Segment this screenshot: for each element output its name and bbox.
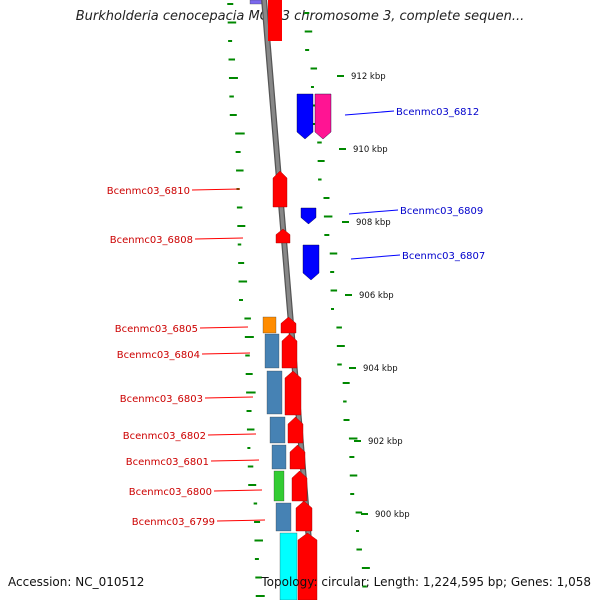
gene-label-reverse: Bcenmc03_6805 bbox=[115, 324, 198, 335]
gene-label-reverse: Bcenmc03_6800 bbox=[129, 487, 212, 498]
forward-gene bbox=[300, 207, 317, 225]
gene-label-forward: Bcenmc03_6809 bbox=[400, 206, 483, 217]
reverse-gene bbox=[289, 444, 306, 470]
reverse-gene bbox=[284, 370, 302, 416]
label-leader-line bbox=[348, 209, 399, 215]
label-leader-line bbox=[210, 459, 260, 462]
map-title: Burkholderia cenocepacia MC0-3 chromosom… bbox=[75, 9, 525, 24]
gc-content-track bbox=[227, 3, 370, 597]
tick-label: 900 kbp bbox=[375, 510, 410, 520]
gene-label-reverse: Bcenmc03_6808 bbox=[110, 235, 193, 246]
reverse-gene bbox=[281, 333, 298, 369]
label-leader-line bbox=[204, 396, 254, 399]
gene-label-reverse: Bcenmc03_6803 bbox=[120, 394, 203, 405]
reverse-gene bbox=[287, 416, 304, 444]
gene-label-reverse: Bcenmc03_6802 bbox=[123, 431, 206, 442]
gene-label-forward: Bcenmc03_6807 bbox=[402, 251, 485, 262]
gene-labels: Bcenmc03_6810 Bcenmc03_6808 Bcenmc03_6805 B… bbox=[107, 107, 486, 528]
cog-box bbox=[271, 444, 287, 470]
label-leader-line bbox=[201, 352, 251, 355]
cog-box bbox=[273, 470, 285, 502]
tick-label: 904 kbp bbox=[363, 364, 398, 374]
tick-label: 908 kbp bbox=[356, 218, 391, 228]
accession-text: Accession: NC_010512 bbox=[8, 575, 145, 589]
reverse-gene bbox=[275, 228, 291, 244]
tick-label: 902 kbp bbox=[368, 437, 403, 447]
label-leader-line bbox=[216, 519, 266, 522]
forward-strand-track bbox=[296, 93, 332, 281]
reverse-gene bbox=[291, 470, 308, 502]
label-leader-line bbox=[191, 188, 241, 191]
reverse-gene bbox=[295, 500, 313, 532]
cog-track bbox=[249, 0, 298, 600]
genome-summary: Topology: circular; Length: 1,224,595 bp… bbox=[261, 575, 591, 589]
reverse-strand-track bbox=[268, 0, 318, 600]
label-leader-line bbox=[194, 237, 244, 240]
scale-ticks: 912 kbp 910 kbp 908 kbp 906 kbp 904 kbp 902 k… bbox=[337, 72, 410, 520]
reverse-gene bbox=[268, 0, 282, 41]
cog-box bbox=[275, 502, 292, 532]
label-leader-line bbox=[213, 489, 263, 492]
gene-label-reverse: Bcenmc03_6804 bbox=[117, 350, 200, 361]
cog-box bbox=[269, 416, 286, 444]
tick-label: 906 kbp bbox=[359, 291, 394, 301]
forward-gene bbox=[314, 93, 332, 140]
label-leader-line bbox=[199, 326, 249, 329]
label-leader-line bbox=[350, 254, 401, 260]
gene-label-reverse: Bcenmc03_6799 bbox=[132, 517, 215, 528]
cog-box bbox=[279, 532, 298, 600]
cog-box bbox=[262, 316, 277, 334]
reverse-gene bbox=[272, 170, 288, 208]
cog-box bbox=[266, 370, 283, 415]
gene-label-forward: Bcenmc03_6812 bbox=[396, 107, 479, 118]
tick-label: 912 kbp bbox=[351, 72, 386, 82]
cog-box bbox=[264, 333, 280, 369]
label-leader-line bbox=[344, 110, 395, 116]
forward-gene bbox=[296, 93, 314, 140]
label-leader-line bbox=[207, 433, 257, 436]
gene-label-reverse: Bcenmc03_6810 bbox=[107, 186, 190, 197]
gene-label-reverse: Bcenmc03_6801 bbox=[126, 457, 209, 468]
reverse-gene bbox=[297, 532, 318, 600]
forward-gene bbox=[302, 244, 320, 281]
reverse-gene bbox=[280, 316, 297, 334]
tick-label: 910 kbp bbox=[353, 145, 388, 155]
